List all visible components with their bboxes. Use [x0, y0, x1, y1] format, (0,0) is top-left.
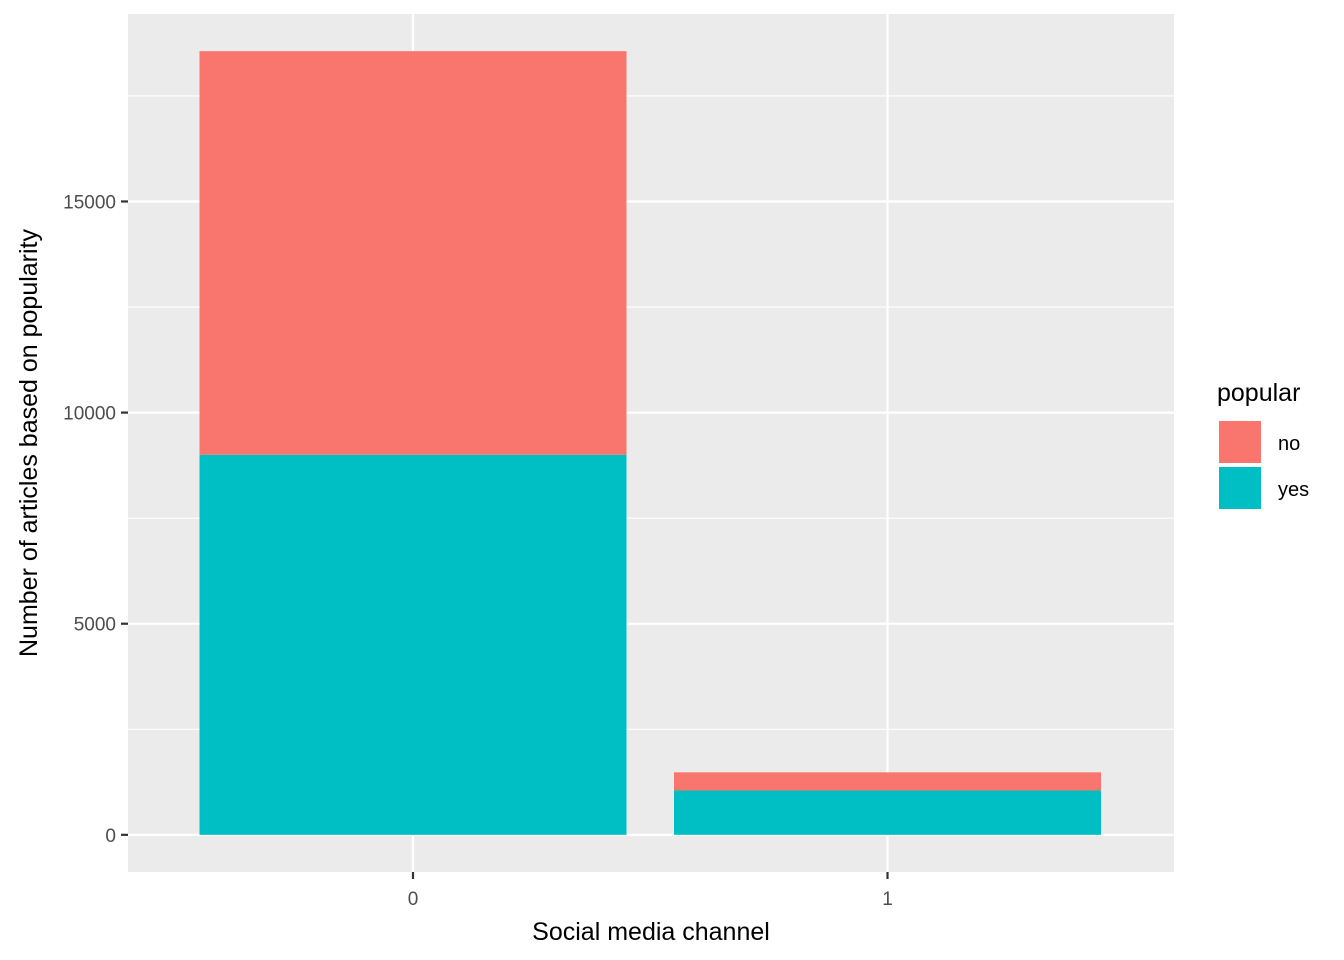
legend-key-yes — [1219, 467, 1261, 509]
y-tick-label: 0 — [105, 826, 116, 847]
bars — [199, 51, 1101, 835]
y-axis: 0 5000 10000 15000 — [63, 192, 128, 847]
bar-no-0 — [199, 51, 627, 455]
legend-title: popular — [1217, 379, 1300, 407]
x-tick-label: 1 — [882, 889, 893, 910]
y-tick-label: 5000 — [74, 615, 116, 636]
x-tick-label: 0 — [408, 889, 419, 910]
y-tick-label: 10000 — [63, 404, 116, 425]
legend-key-no — [1219, 421, 1261, 463]
y-tick-label: 15000 — [63, 192, 116, 213]
legend-label-yes: yes — [1278, 479, 1309, 501]
x-axis-title: Social media channel — [532, 918, 770, 946]
bar-yes-0 — [199, 454, 627, 835]
y-axis-title: Number of articles based on popularity — [15, 229, 43, 658]
bar-yes-1 — [674, 790, 1101, 835]
bar-no-1 — [674, 772, 1101, 791]
legend: popular no yes — [1217, 379, 1309, 509]
legend-label-no: no — [1278, 433, 1300, 455]
